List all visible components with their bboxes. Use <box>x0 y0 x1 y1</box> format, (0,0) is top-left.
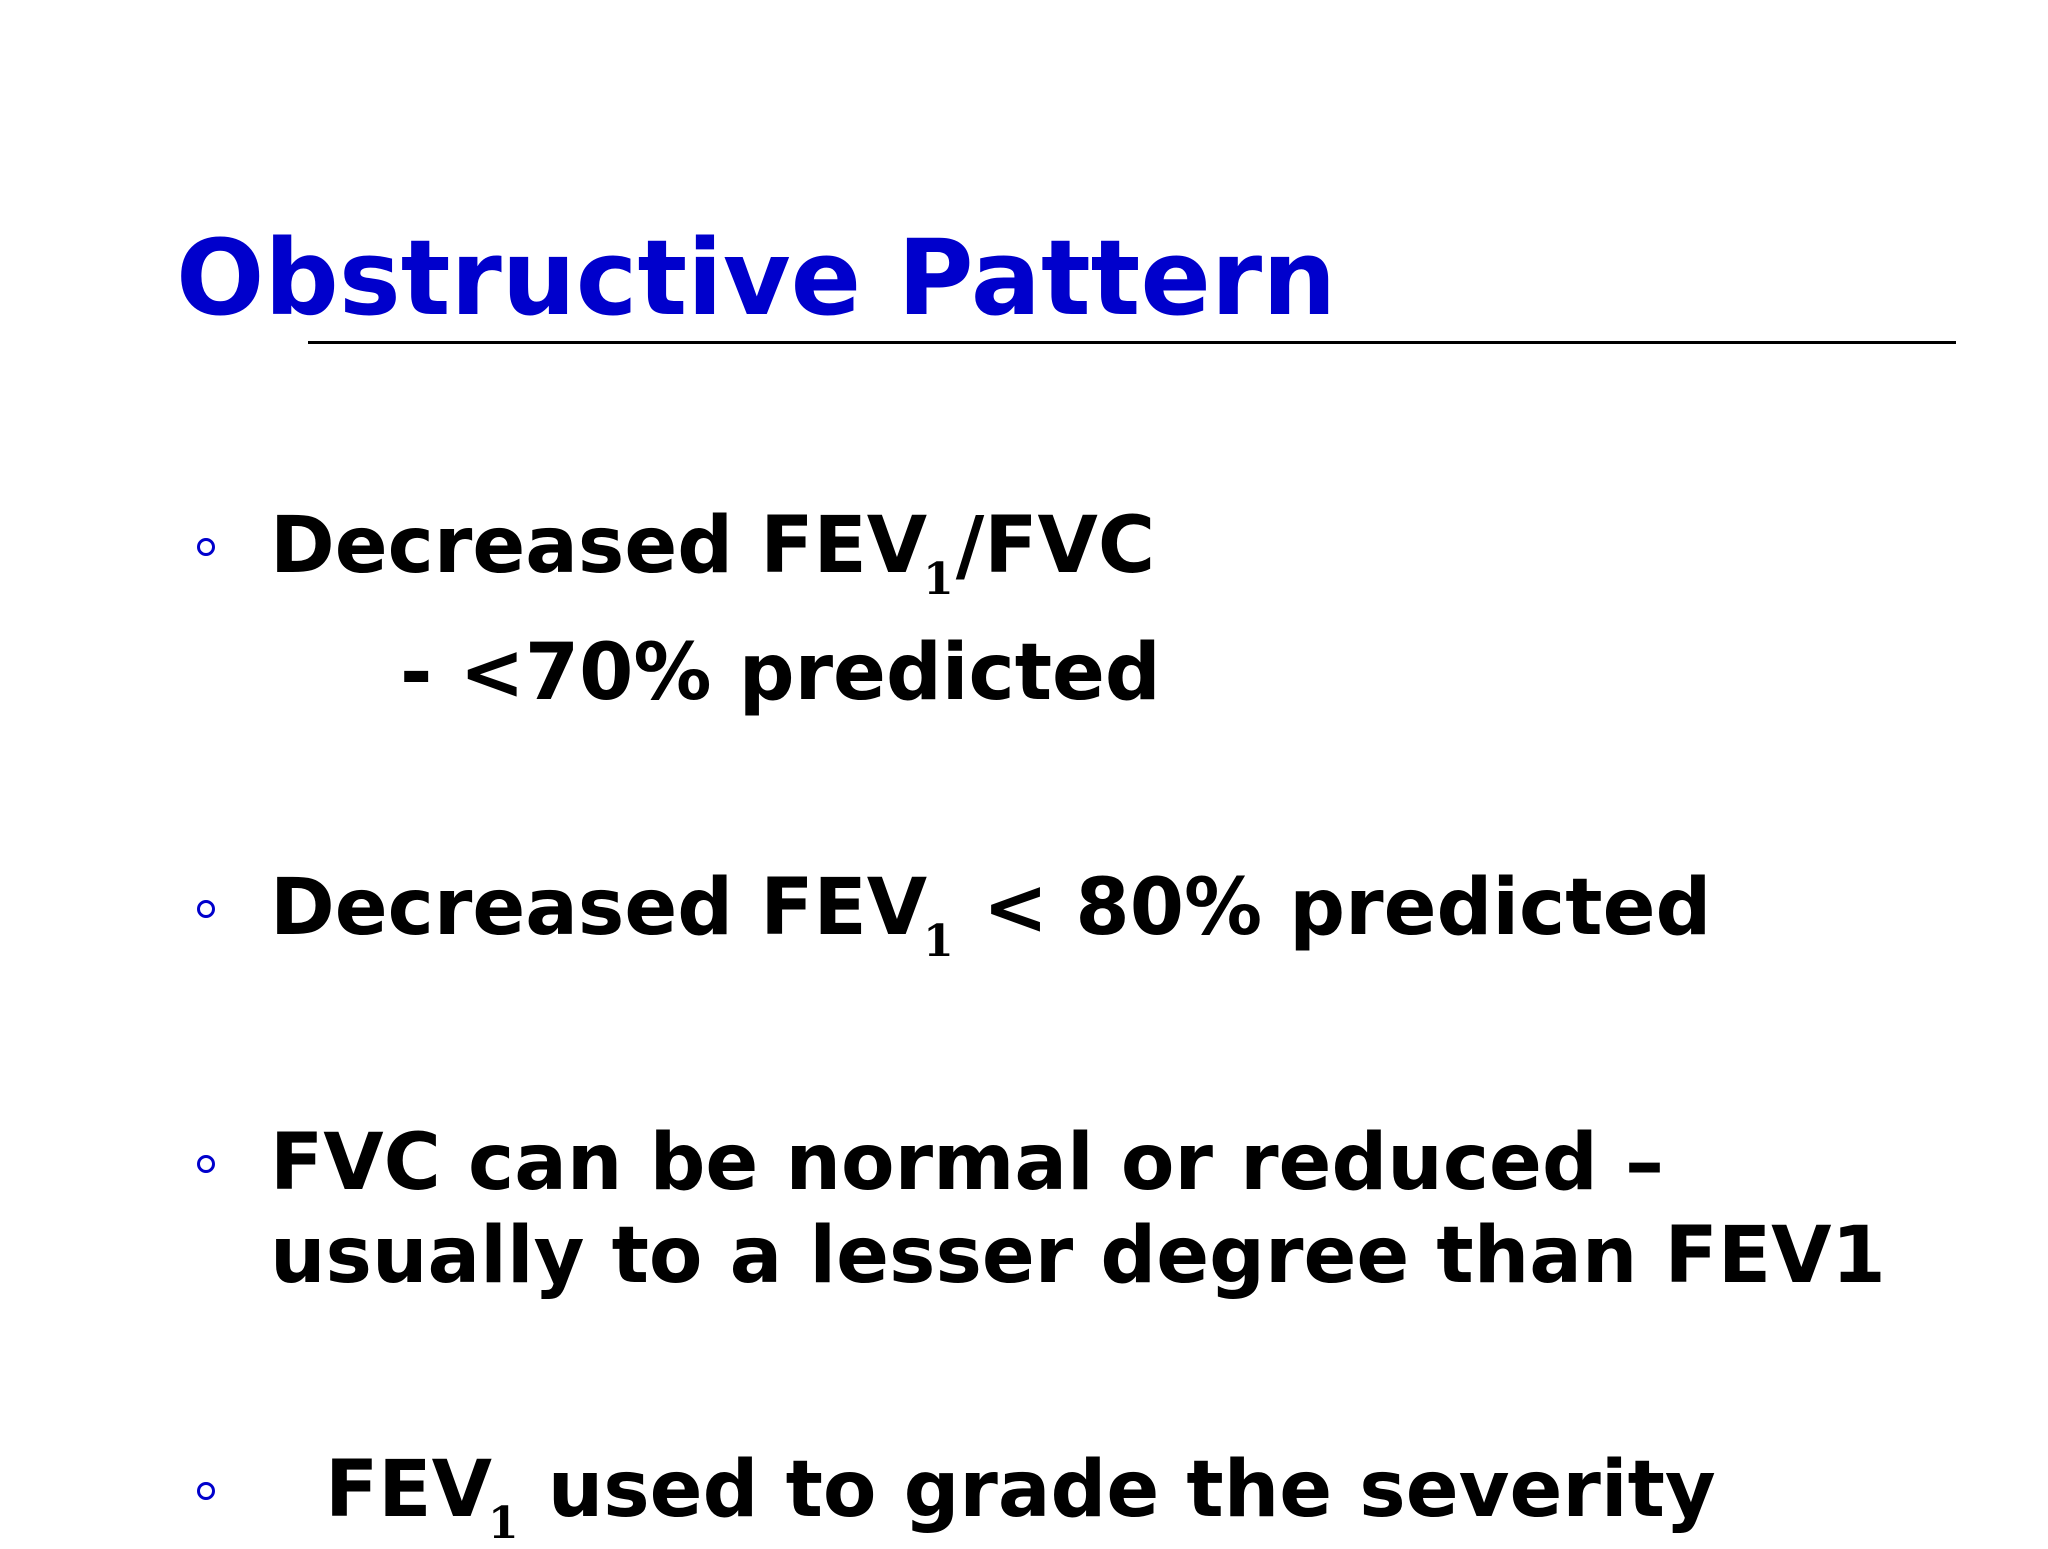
bullet-2-text-before: Decreased FEV <box>270 863 928 953</box>
bullet-4-subscript: 1 <box>487 1498 519 1549</box>
bullet-circle-icon <box>197 900 215 918</box>
bullet-2-text-after: < 80% predicted <box>955 863 1712 953</box>
bullet-1-text-after: /FVC <box>955 501 1156 591</box>
title-underline-rule <box>308 341 1956 344</box>
bullet-4-text: FEV1 used to grade the severity <box>325 1442 1716 1546</box>
bullet-4-text-after: used to grade the severity <box>520 1445 1716 1535</box>
bullet-circle-icon <box>197 1482 215 1500</box>
bullet-1-subscript: 1 <box>923 554 954 605</box>
bullet-1-sub-point: - <70% predicted <box>400 628 1161 718</box>
bullet-3-line-2: usually to a lesser degree than FEV1 <box>270 1211 1886 1301</box>
bullet-circle-icon <box>197 538 215 556</box>
bullet-1-text-before: Decreased FEV <box>270 501 928 591</box>
bullet-2-subscript: 1 <box>923 916 954 967</box>
bullet-circle-icon <box>197 1155 215 1173</box>
bullet-1-text: Decreased FEV1/FVC <box>270 498 1156 602</box>
slide-title: Obstructive Pattern <box>176 217 1337 339</box>
bullet-3-line-1: FVC can be normal or reduced – <box>270 1118 1664 1208</box>
bullet-2-text: Decreased FEV1 < 80% predicted <box>270 860 1712 964</box>
bullet-4-text-before: FEV <box>325 1445 492 1535</box>
